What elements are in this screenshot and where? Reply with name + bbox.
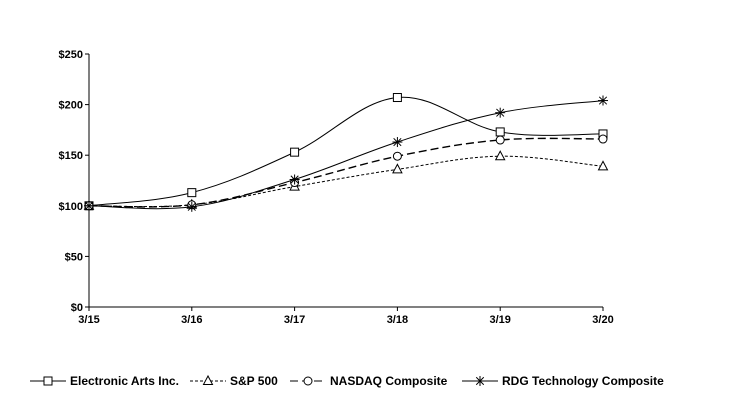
data-point-1-5	[597, 160, 609, 171]
legend-item-1: S&P 500	[190, 374, 278, 388]
data-point-2-3	[392, 151, 402, 161]
x-tick-label: 3/17	[284, 314, 305, 326]
x-axis: 3/15 3/16 3/17 3/18 3/19 3/20	[78, 306, 614, 326]
data-point-1-3	[392, 163, 403, 174]
x-tick-label: 3/19	[489, 314, 510, 326]
x-tick-label: 3/16	[181, 314, 202, 326]
series-line-0	[88, 96, 604, 207]
legend-label: S&P 500	[230, 374, 278, 388]
legend-marker	[202, 374, 214, 385]
y-tick-label: $50	[65, 251, 83, 263]
data-point-0-2	[290, 147, 300, 157]
data-point-0-1	[187, 188, 197, 198]
x-tick-label: 3/18	[387, 314, 408, 326]
y-axis: $0 $50 $100 $150 $200 $250	[59, 49, 90, 314]
series-line-3	[88, 100, 604, 210]
data-point-0-3	[392, 93, 402, 103]
series-line-1	[88, 155, 604, 208]
data-point-2-5	[598, 134, 608, 144]
data-point-0-4	[495, 127, 505, 137]
legend-item-0: Electronic Arts Inc.	[30, 374, 179, 388]
data-point-3-1	[186, 201, 197, 212]
x-tick-label: 3/15	[78, 314, 99, 326]
y-tick-label: $150	[59, 150, 83, 162]
data-point-3-5	[598, 95, 608, 106]
series-line-2	[88, 137, 604, 208]
data-point-2-4	[495, 135, 505, 145]
plot-area	[83, 93, 609, 212]
legend-label: Electronic Arts Inc.	[70, 374, 179, 388]
legend-marker	[43, 376, 53, 386]
legend: Electronic Arts Inc. S&P 500 NASDAQ Compos…	[30, 374, 664, 388]
legend-item-3: RDG Technology Composite	[462, 374, 664, 388]
y-tick-label: $100	[59, 201, 83, 213]
y-tick-label: $0	[71, 302, 83, 314]
legend-item-2: NASDAQ Composite	[290, 374, 448, 388]
data-point-3-3	[392, 137, 403, 148]
legend-label: RDG Technology Composite	[502, 374, 664, 388]
legend-marker	[475, 376, 485, 386]
legend-label: NASDAQ Composite	[330, 374, 448, 388]
data-point-3-2	[289, 174, 300, 185]
data-point-3-4	[495, 107, 506, 118]
y-tick-label: $200	[59, 100, 83, 112]
y-tick-label: $250	[59, 49, 83, 61]
x-tick-label: 3/20	[592, 314, 613, 326]
data-point-1-4	[494, 150, 506, 161]
legend-marker	[303, 376, 313, 386]
